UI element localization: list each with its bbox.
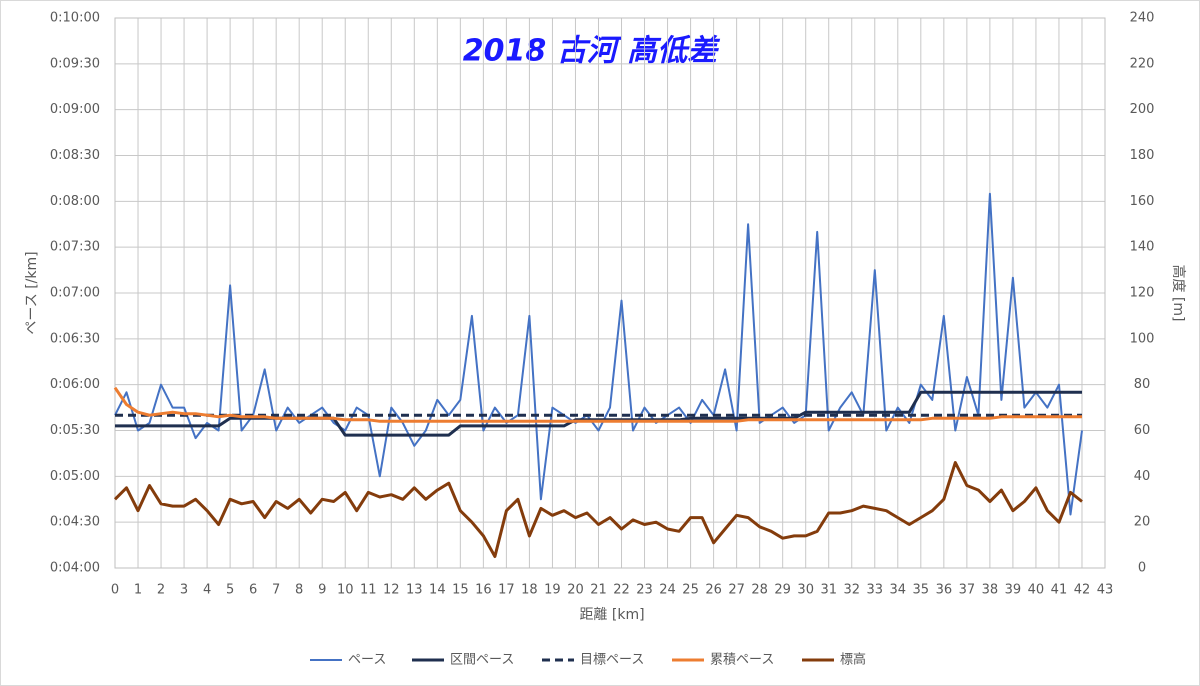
- x-tick-label: 10: [337, 583, 354, 598]
- x-tick-label: 19: [544, 583, 561, 598]
- x-tick-label: 12: [383, 583, 400, 598]
- x-tick-label: 8: [295, 583, 303, 598]
- series-line: [114, 192, 1083, 516]
- x-tick-label: 41: [1051, 583, 1068, 598]
- y-tick-label: 0:06:30: [50, 331, 100, 346]
- x-tick-label: 25: [682, 583, 699, 598]
- legend-label: 累積ペース: [710, 653, 774, 668]
- x-axis-title: 距離 [km]: [579, 606, 644, 623]
- y-tick-label: 0:04:00: [50, 561, 100, 576]
- chart-title: 2018 古河 高低差: [463, 34, 721, 69]
- x-tick-label: 39: [1005, 583, 1022, 598]
- x-tick-label: 26: [705, 583, 722, 598]
- x-tick-label: 43: [1097, 583, 1114, 598]
- y2-tick-label: 20: [1134, 515, 1151, 530]
- x-tick-label: 33: [866, 583, 883, 598]
- legend-label: 標高: [840, 652, 866, 668]
- x-tick-label: 22: [613, 583, 630, 598]
- series-line: [113, 386, 1082, 423]
- series-line: [113, 461, 1083, 558]
- y-tick-label: 0:05:30: [50, 423, 100, 438]
- plot-border: [114, 17, 1106, 569]
- y-tick-label: 0:08:00: [50, 194, 100, 209]
- x-tick-label: 36: [936, 583, 953, 598]
- y2-tick-label: 180: [1130, 148, 1155, 163]
- x-tick-label: 27: [728, 583, 745, 598]
- y2-tick-label: 80: [1134, 377, 1151, 392]
- x-tick-label: 0: [111, 583, 119, 598]
- y-tick-label: 0:04:30: [50, 515, 100, 530]
- y-axis-title: ペース [/km]: [24, 251, 40, 334]
- y2-tick-label: 0: [1138, 561, 1146, 576]
- x-tick-label: 24: [659, 583, 676, 598]
- y-tick-label: 0:07:00: [50, 286, 100, 301]
- x-tick-label: 31: [820, 583, 837, 598]
- x-tick-label: 37: [959, 583, 976, 598]
- y-tick-label: 0:07:30: [50, 240, 100, 255]
- x-tick-label: 38: [982, 583, 999, 598]
- x-tick-label: 18: [521, 583, 538, 598]
- y2-tick-label: 140: [1130, 240, 1155, 255]
- x-tick-label: 6: [249, 583, 257, 598]
- y2-tick-label: 160: [1130, 194, 1155, 209]
- x-tick-label: 14: [429, 583, 446, 598]
- x-tick-label: 34: [890, 583, 907, 598]
- x-tick-label: 4: [203, 583, 211, 598]
- x-tick-label: 23: [636, 583, 653, 598]
- x-tick-label: 17: [498, 583, 515, 598]
- x-tick-label: 29: [774, 583, 791, 598]
- x-tick-label: 35: [913, 583, 930, 598]
- y2-tick-label: 200: [1130, 102, 1155, 117]
- y2-axis-title: 高度 [m]: [1170, 264, 1187, 321]
- x-tick-label: 21: [590, 583, 607, 598]
- y-tick-label: 0:05:00: [50, 469, 100, 484]
- y-tick-label: 0:09:30: [50, 56, 100, 71]
- x-tick-label: 11: [360, 583, 377, 598]
- x-tick-label: 42: [1074, 583, 1091, 598]
- x-tick-label: 3: [180, 583, 188, 598]
- y-tick-label: 0:09:00: [50, 102, 100, 117]
- x-tick-label: 9: [318, 583, 326, 598]
- y-tick-label: 0:08:30: [50, 148, 100, 163]
- x-tick-label: 13: [406, 583, 423, 598]
- x-tick-label: 2: [157, 583, 165, 598]
- legend-label: 目標ペース: [580, 653, 644, 668]
- x-tick-label: 28: [751, 583, 768, 598]
- x-tick-label: 40: [1028, 583, 1045, 598]
- x-tick-label: 7: [272, 583, 280, 598]
- y2-tick-label: 40: [1134, 469, 1151, 484]
- y-tick-label: 0:06:00: [50, 377, 100, 392]
- x-tick-label: 20: [567, 583, 584, 598]
- x-tick-label: 16: [475, 583, 492, 598]
- x-tick-label: 5: [226, 583, 234, 598]
- y2-tick-label: 240: [1130, 11, 1155, 26]
- y-tick-label: 0:10:00: [50, 11, 100, 26]
- x-tick-label: 1: [134, 583, 142, 598]
- y2-tick-label: 60: [1134, 423, 1151, 438]
- y2-tick-label: 120: [1130, 286, 1155, 301]
- legend-label: ペース: [348, 653, 386, 668]
- x-tick-label: 30: [797, 583, 814, 598]
- legend-label: 区間ペース: [450, 653, 514, 668]
- x-tick-label: 32: [843, 583, 860, 598]
- x-tick-label: 15: [452, 583, 469, 598]
- y2-tick-label: 100: [1130, 331, 1155, 346]
- y2-tick-label: 220: [1130, 56, 1155, 71]
